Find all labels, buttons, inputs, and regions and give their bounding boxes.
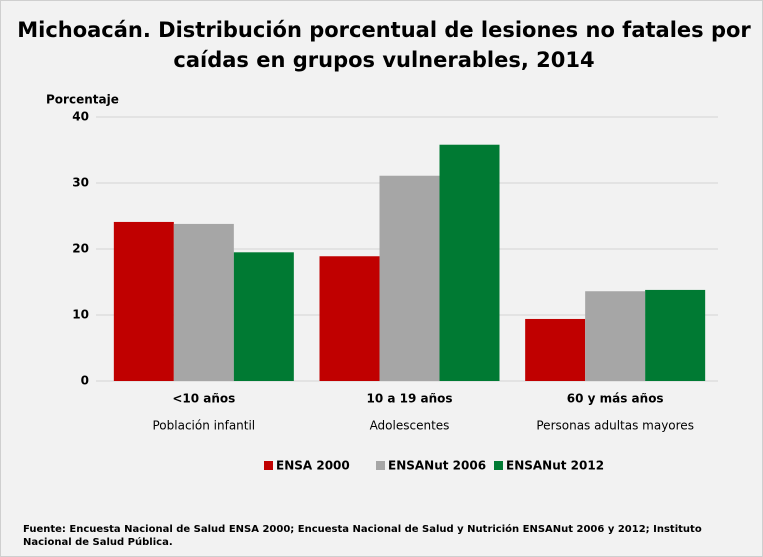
x-tick-label: <10 años [172,392,235,406]
y-axis-label: Porcentaje [46,93,119,107]
legend-swatch [264,461,273,470]
x-group-label: Población infantil [153,419,256,433]
legend-swatch [494,461,503,470]
bar [319,256,380,381]
y-tick-label: 0 [81,374,89,388]
bar [585,291,646,381]
legend-label: ENSANut 2006 [388,459,486,473]
bar [439,144,500,381]
bar [113,221,174,381]
chart-title: caídas en grupos vulnerables, 2014 [173,48,594,72]
source-note: Fuente: Encuesta Nacional de Salud ENSA … [23,524,702,548]
bar [233,252,294,381]
legend-swatch [376,461,385,470]
y-tick-label: 10 [72,308,89,322]
y-tick-label: 30 [72,176,89,190]
x-group-label: Personas adultas mayores [536,419,694,433]
bar [173,223,234,381]
x-tick-label: 10 a 19 años [366,392,452,406]
legend-label: ENSA 2000 [276,459,350,473]
chart: Michoacán. Distribución porcentual de le… [17,18,751,473]
chart-title: Michoacán. Distribución porcentual de le… [17,18,751,42]
bar [645,289,706,381]
x-group-label: Adolescentes [370,419,450,433]
bar [379,175,440,381]
y-tick-label: 40 [72,110,89,124]
legend-label: ENSANut 2012 [506,459,604,473]
x-tick-label: 60 y más años [567,392,664,406]
bar [525,318,586,381]
y-tick-label: 20 [72,242,89,256]
